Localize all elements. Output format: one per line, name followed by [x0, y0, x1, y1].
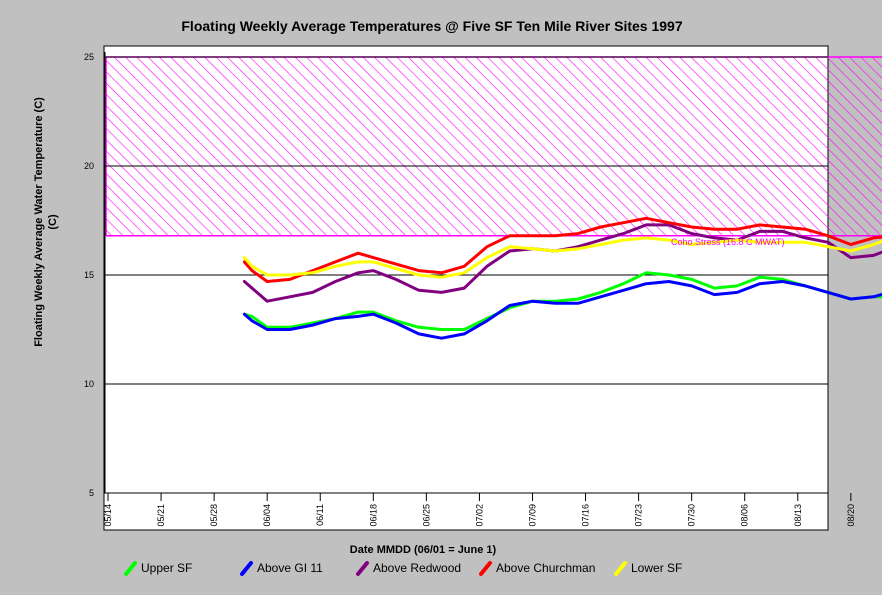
x-tick-label: 05/14 — [103, 504, 113, 527]
y-tick-label: 10 — [84, 379, 94, 389]
chart-title: Floating Weekly Average Temperatures @ F… — [181, 18, 682, 34]
y-tick-label: 15 — [84, 270, 94, 280]
series-line-above-redwood — [242, 223, 882, 303]
legend-swatch — [356, 561, 369, 576]
x-tick-label: 06/04 — [262, 504, 272, 527]
x-tick-label: 07/09 — [527, 504, 537, 527]
series-line-above-gi-11 — [242, 280, 882, 340]
threshold-region — [105, 56, 882, 237]
x-tick-label: 08/13 — [793, 504, 803, 527]
threshold-band — [105, 56, 882, 237]
y-tick-label: 25 — [84, 52, 94, 62]
y-tick-label: 20 — [84, 161, 94, 171]
legend-swatch — [479, 561, 492, 576]
series-lines — [242, 216, 882, 340]
series-line-upper-sf — [242, 271, 882, 331]
x-tick-label: 07/16 — [581, 504, 591, 527]
x-tick-label: 07/23 — [634, 504, 644, 527]
y-axis-title: Floating Weekly Average Water Temperatur… — [33, 97, 45, 347]
x-tick-label: 07/30 — [687, 504, 697, 527]
legend-label: Above Churchman — [496, 561, 595, 575]
x-tick-label: 08/20 — [846, 504, 856, 527]
y-axis-unit: (C) — [47, 214, 59, 230]
legend-swatch — [124, 561, 137, 576]
legend-label: Above GI 11 — [257, 561, 323, 575]
x-tick-label: 07/02 — [474, 504, 484, 527]
series-line-above-churchman — [242, 216, 882, 283]
legend-label: Above Redwood — [373, 561, 461, 575]
x-axis-title: Date MMDD (06/01 = June 1) — [350, 544, 497, 556]
y-tick-label: 5 — [89, 488, 94, 498]
x-tick-label: 05/21 — [156, 504, 166, 527]
threshold-label: Coho Stress (16.8 C MWAT) — [671, 237, 785, 247]
legend-label: Upper SF — [141, 561, 192, 575]
x-tick-label: 08/06 — [740, 504, 750, 527]
x-tick-label: 05/28 — [209, 504, 219, 527]
x-tick-label: 06/11 — [315, 504, 325, 526]
x-tick-label: 06/25 — [421, 504, 431, 527]
legend: Upper SF Above GI 11 Above Redwood Above Ch… — [124, 561, 682, 576]
series-line-lower-sf — [242, 236, 882, 279]
axes: 5 10 15 20 25 05/14 05/21 05/28 06/04 06/11 06/18 0… — [84, 52, 856, 527]
x-tick-label: 06/18 — [368, 504, 378, 527]
legend-swatch — [240, 561, 253, 576]
legend-label: Lower SF — [631, 561, 682, 575]
legend-swatch — [614, 561, 627, 576]
